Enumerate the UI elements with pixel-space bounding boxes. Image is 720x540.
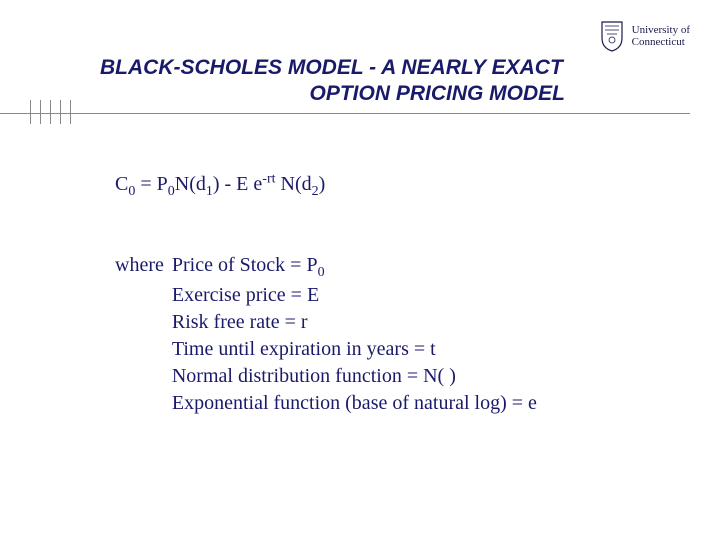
title-line-1: BLACK-SCHOLES MODEL - A NEARLY EXACT (100, 55, 680, 81)
divider-line (0, 113, 690, 114)
slide-content: C0 = P0N(d1) - E e-rt N(d2) where Price … (115, 170, 537, 417)
divider-tick (70, 100, 71, 124)
definition-item: Normal distribution function = N( ) (172, 363, 537, 390)
title-divider (0, 110, 720, 130)
divider-tick (50, 100, 51, 124)
divider-tick (40, 100, 41, 124)
divider-tick (30, 100, 31, 124)
where-label: where (115, 252, 164, 418)
university-name: University of Connecticut (632, 24, 690, 48)
where-block: where Price of Stock = P0 Exercise price… (115, 252, 537, 418)
crest-icon (598, 20, 626, 52)
black-scholes-formula: C0 = P0N(d1) - E e-rt N(d2) (115, 170, 537, 202)
title-line-2: OPTION PRICING MODEL (100, 81, 680, 107)
university-logo: University of Connecticut (598, 20, 690, 52)
uni-line2: Connecticut (632, 36, 690, 48)
definition-item: Risk free rate = r (172, 309, 537, 336)
definitions-list: Price of Stock = P0 Exercise price = E R… (172, 252, 537, 418)
uni-line1: University of (632, 24, 690, 36)
formula-text: C0 = P0N(d1) - E e-rt N(d2) (115, 173, 325, 195)
definition-item: Time until expiration in years = t (172, 336, 537, 363)
slide-title: BLACK-SCHOLES MODEL - A NEARLY EXACT OPT… (100, 55, 680, 108)
definition-item: Exponential function (base of natural lo… (172, 390, 537, 417)
definition-item: Price of Stock = P0 (172, 252, 537, 283)
definition-item: Exercise price = E (172, 282, 537, 309)
divider-tick (60, 100, 61, 124)
